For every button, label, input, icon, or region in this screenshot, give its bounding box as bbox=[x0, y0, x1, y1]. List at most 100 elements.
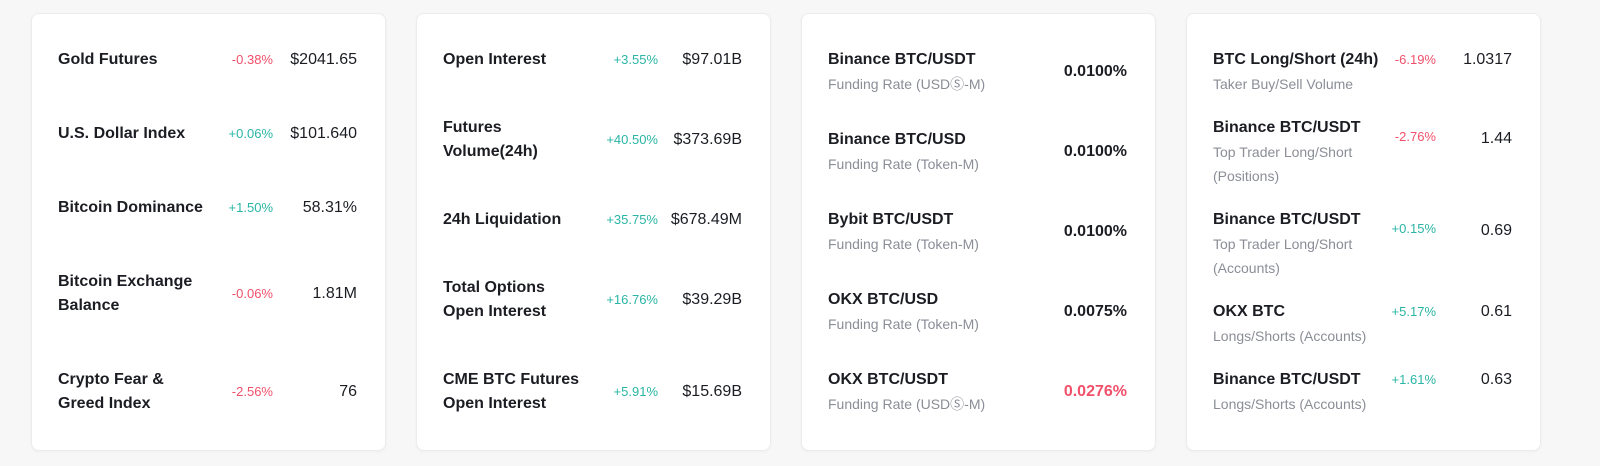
ratio-value: 1.44 bbox=[1480, 130, 1512, 147]
ratio-change: -6.19% bbox=[1394, 52, 1436, 67]
pair-title: Binance BTC/USDT bbox=[828, 51, 976, 68]
pair-subtitle: Top Trader Long/Short (Accounts) bbox=[1213, 236, 1353, 276]
metric-row-options-open-interest[interactable]: Total Options Open Interest +16.76% $39.… bbox=[443, 276, 742, 324]
metric-change: -2.56% bbox=[231, 384, 273, 399]
funding-rate-value: 0.0075% bbox=[1063, 303, 1127, 320]
pair-info: Binance BTC/USDT Longs/Shorts (Accounts) bbox=[1213, 368, 1378, 416]
ratio-value: 0.69 bbox=[1480, 222, 1512, 239]
metric-change: +35.75% bbox=[606, 212, 658, 227]
longshort-row-binance-positions[interactable]: Binance BTC/USDT Top Trader Long/Short (… bbox=[1213, 116, 1512, 188]
metric-value: $373.69B bbox=[673, 131, 742, 148]
pair-subtitle: Funding Rate (USDⓈ-M) bbox=[828, 76, 986, 92]
ratio-change: +1.61% bbox=[1391, 372, 1436, 387]
funding-rate-value: 0.0100% bbox=[1063, 143, 1127, 160]
metric-value: 76 bbox=[339, 383, 357, 400]
metric-row-gold-futures[interactable]: Gold Futures -0.38% $2041.65 bbox=[58, 48, 357, 72]
metric-label: Futures Volume(24h) bbox=[443, 119, 538, 160]
metric-row-dollar-index[interactable]: U.S. Dollar Index +0.06% $101.640 bbox=[58, 122, 357, 146]
pair-title: Binance BTC/USD bbox=[828, 131, 966, 148]
ratio-value: 0.63 bbox=[1480, 371, 1512, 388]
pair-info: Binance BTC/USDT Top Trader Long/Short (… bbox=[1213, 116, 1378, 188]
metric-value: $97.01B bbox=[682, 51, 742, 68]
metric-value: $39.29B bbox=[682, 291, 742, 308]
longshort-row-okx-accounts[interactable]: OKX BTC Longs/Shorts (Accounts) +5.17% 0… bbox=[1213, 300, 1512, 348]
pair-info: OKX BTC/USD Funding Rate (Token-M) bbox=[828, 288, 1027, 336]
metric-label: Total Options Open Interest bbox=[443, 279, 547, 320]
pair-title: OKX BTC/USD bbox=[828, 291, 939, 308]
pair-subtitle: Funding Rate (Token-M) bbox=[828, 156, 979, 172]
ratio-value: 0.61 bbox=[1480, 303, 1512, 320]
pair-info: Bybit BTC/USDT Funding Rate (Token-M) bbox=[828, 208, 1027, 256]
pair-info: OKX BTC/USDT Funding Rate (USDⓈ-M) bbox=[828, 368, 1027, 416]
metric-change: -0.06% bbox=[231, 286, 273, 301]
funding-row-bybit-usdt[interactable]: Bybit BTC/USDT Funding Rate (Token-M) 0.… bbox=[828, 208, 1127, 256]
funding-rate-value: 0.0100% bbox=[1063, 63, 1127, 80]
pair-subtitle: Longs/Shorts (Accounts) bbox=[1213, 328, 1367, 344]
metric-row-bitcoin-dominance[interactable]: Bitcoin Dominance +1.50% 58.31% bbox=[58, 196, 357, 220]
pair-subtitle: Taker Buy/Sell Volume bbox=[1213, 76, 1354, 92]
metric-row-cme-open-interest[interactable]: CME BTC Futures Open Interest +5.91% $15… bbox=[443, 368, 742, 416]
funding-row-okx-usd[interactable]: OKX BTC/USD Funding Rate (Token-M) 0.007… bbox=[828, 288, 1127, 336]
market-overview-card: Gold Futures -0.38% $2041.65 U.S. Dollar… bbox=[31, 13, 386, 451]
long-short-ratio-card: BTC Long/Short (24h) Taker Buy/Sell Volu… bbox=[1186, 13, 1541, 451]
metric-change: +3.55% bbox=[613, 52, 658, 67]
pair-title: Binance BTC/USDT bbox=[1213, 371, 1361, 388]
metric-label: Crypto Fear & Greed Index bbox=[58, 371, 164, 412]
ratio-change: +5.17% bbox=[1391, 304, 1436, 319]
pair-info: Binance BTC/USDT Top Trader Long/Short (… bbox=[1213, 208, 1378, 280]
metric-value: $678.49M bbox=[670, 211, 742, 228]
futures-overview-card: Open Interest +3.55% $97.01B Futures Vol… bbox=[416, 13, 771, 451]
funding-rate-value: 0.0276% bbox=[1063, 383, 1127, 400]
metric-label: Gold Futures bbox=[58, 51, 158, 68]
metric-value: 1.81M bbox=[312, 285, 357, 302]
metric-label: Bitcoin Exchange Balance bbox=[58, 273, 193, 314]
pair-info: Binance BTC/USDT Funding Rate (USDⓈ-M) bbox=[828, 48, 1027, 96]
pair-title: BTC Long/Short (24h) bbox=[1213, 51, 1379, 68]
metric-change: -0.38% bbox=[231, 52, 273, 67]
funding-rate-value: 0.0100% bbox=[1063, 223, 1127, 240]
metric-change: +5.91% bbox=[613, 384, 658, 399]
metric-change: +0.06% bbox=[228, 126, 273, 141]
metric-change: +1.50% bbox=[228, 200, 273, 215]
metric-label: Bitcoin Dominance bbox=[58, 199, 203, 216]
metric-change: +16.76% bbox=[606, 292, 658, 307]
longshort-row-binance-ls-accounts[interactable]: Binance BTC/USDT Longs/Shorts (Accounts)… bbox=[1213, 368, 1512, 416]
metric-row-liquidation[interactable]: 24h Liquidation +35.75% $678.49M bbox=[443, 208, 742, 232]
pair-info: Binance BTC/USD Funding Rate (Token-M) bbox=[828, 128, 1027, 176]
pair-title: Bybit BTC/USDT bbox=[828, 211, 954, 228]
funding-row-okx-usdt[interactable]: OKX BTC/USDT Funding Rate (USDⓈ-M) 0.027… bbox=[828, 368, 1127, 416]
pair-subtitle: Longs/Shorts (Accounts) bbox=[1213, 396, 1367, 412]
metric-label: 24h Liquidation bbox=[443, 211, 562, 228]
ratio-change: +0.15% bbox=[1391, 221, 1436, 236]
metric-label: Open Interest bbox=[443, 51, 547, 68]
metric-row-futures-volume[interactable]: Futures Volume(24h) +40.50% $373.69B bbox=[443, 116, 742, 164]
pair-title: OKX BTC/USDT bbox=[828, 371, 948, 388]
pair-subtitle: Funding Rate (Token-M) bbox=[828, 316, 979, 332]
funding-row-binance-usdt[interactable]: Binance BTC/USDT Funding Rate (USDⓈ-M) 0… bbox=[828, 48, 1127, 96]
metric-row-fear-greed[interactable]: Crypto Fear & Greed Index -2.56% 76 bbox=[58, 368, 357, 416]
metric-value: $2041.65 bbox=[290, 51, 357, 68]
ratio-change: -2.76% bbox=[1394, 129, 1436, 144]
funding-rate-card: Binance BTC/USDT Funding Rate (USDⓈ-M) 0… bbox=[801, 13, 1156, 451]
market-stats-board: Gold Futures -0.38% $2041.65 U.S. Dollar… bbox=[31, 13, 1541, 451]
metric-change: +40.50% bbox=[606, 132, 658, 147]
metric-value: $101.640 bbox=[290, 125, 357, 142]
metric-label: CME BTC Futures Open Interest bbox=[443, 371, 579, 412]
pair-title: Binance BTC/USDT bbox=[1213, 119, 1361, 136]
metric-row-exchange-balance[interactable]: Bitcoin Exchange Balance -0.06% 1.81M bbox=[58, 270, 357, 318]
pair-subtitle: Top Trader Long/Short (Positions) bbox=[1213, 144, 1353, 184]
pair-info: BTC Long/Short (24h) Taker Buy/Sell Volu… bbox=[1213, 48, 1378, 96]
metric-label: U.S. Dollar Index bbox=[58, 125, 186, 142]
pair-subtitle: Funding Rate (Token-M) bbox=[828, 236, 979, 252]
metric-value: $15.69B bbox=[682, 383, 742, 400]
pair-subtitle: Funding Rate (USDⓈ-M) bbox=[828, 396, 986, 412]
metric-row-open-interest[interactable]: Open Interest +3.55% $97.01B bbox=[443, 48, 742, 72]
pair-title: OKX BTC bbox=[1213, 303, 1285, 320]
metric-value: 58.31% bbox=[302, 199, 357, 216]
longshort-row-binance-accounts[interactable]: Binance BTC/USDT Top Trader Long/Short (… bbox=[1213, 208, 1512, 280]
pair-title: Binance BTC/USDT bbox=[1213, 211, 1361, 228]
pair-info: OKX BTC Longs/Shorts (Accounts) bbox=[1213, 300, 1378, 348]
funding-row-binance-usd[interactable]: Binance BTC/USD Funding Rate (Token-M) 0… bbox=[828, 128, 1127, 176]
longshort-row-btc-24h[interactable]: BTC Long/Short (24h) Taker Buy/Sell Volu… bbox=[1213, 48, 1512, 96]
ratio-value: 1.0317 bbox=[1463, 51, 1512, 68]
